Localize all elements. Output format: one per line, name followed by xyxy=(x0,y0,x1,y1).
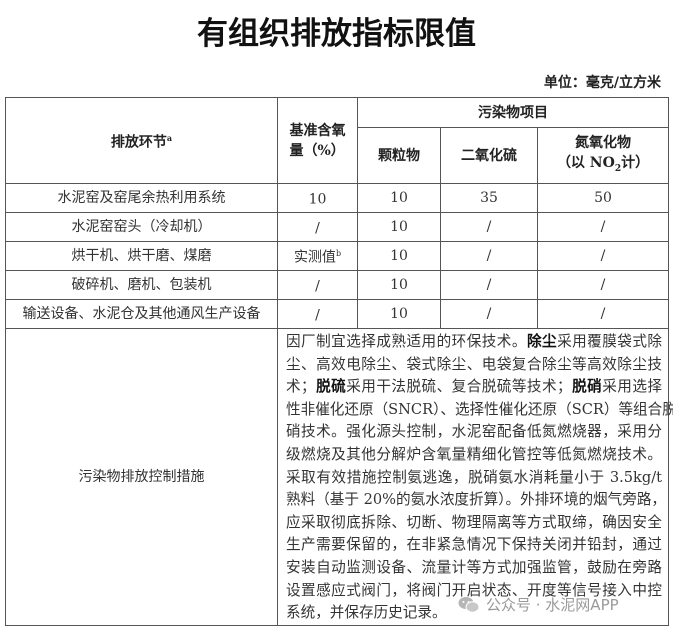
measures-line: 性非催化还原（SNCR）、选择性催化还原（SCR）等组合脱 xyxy=(286,399,673,422)
cell-oxygen: 实测值b xyxy=(277,241,358,271)
text-segment: 生产需要保留的，在非紧急情况下保持关闭并铅封，通过 xyxy=(286,536,663,554)
measures-line: 因厂制宜选择成熟适用的环保技术。除尘采用覆膜袋式除 xyxy=(286,331,662,354)
text-segment: 采用覆膜袋式除 xyxy=(557,333,663,350)
table-row: 破碎机、磨机、包装机 / 10 / / xyxy=(5,270,670,300)
cell-pm: 10 xyxy=(357,299,441,329)
cell-pm: 10 xyxy=(357,212,441,242)
measures-line: 生产需要保留的，在非紧急情况下保持关闭并铅封，通过 xyxy=(286,534,662,557)
measures-line: 安装自动监测设备、流量计等方式加强监管，鼓励在旁路 xyxy=(286,557,662,580)
measures-line: 设置感应式阀门，将阀门开启状态、开度等信号接入中控 xyxy=(286,580,662,603)
watermark-text: 公众号 · 水泥网APP xyxy=(486,596,619,614)
text-segment: 系统，并保存历史记录。 xyxy=(286,604,447,622)
measures-line: 尘、高效电除尘、袋式除尘、电袋复合除尘等高效除尘技 xyxy=(286,354,662,377)
bold-term: 脱硝 xyxy=(571,378,603,396)
document-title: 有组织排放指标限值 xyxy=(197,16,476,52)
table-row: 输送设备、水泥仓及其他通风生产设备 / 10 / / xyxy=(5,299,670,329)
header-so2: 二氧化硫 xyxy=(440,127,538,184)
cell-pm: 10 xyxy=(357,183,441,213)
text-segment: 采用选择 xyxy=(602,378,662,396)
cell-so2: 35 xyxy=(440,183,538,213)
emission-limits-table: 排放环节a 基准含氧量（%） 污染物项目 颗粒物 二氧化硫 氮氧化物 （以 NO2… xyxy=(5,97,673,626)
cell-so2: / xyxy=(440,299,538,329)
text-segment: 术； xyxy=(286,378,316,396)
measures-text: 因厂制宜选择成熟适用的环保技术。除尘采用覆膜袋式除 尘、高效电除尘、袋式除尘、电袋… xyxy=(276,328,673,626)
measures-line: 熟料（基于 20%的氨水浓度折算）。外排环境的烟气旁路， xyxy=(286,489,666,512)
header-pollutants: 污染物项目 xyxy=(356,97,670,128)
text-segment: 应采取彻底拆除、切断、物理隔离等方式取缔，确因安全 xyxy=(286,513,663,531)
table-row: 水泥窑窑头（冷却机） / 10 / / xyxy=(5,212,670,242)
cell-pm: 10 xyxy=(357,241,441,271)
text-segment: 设置感应式阀门，将阀门开启状态、开度等信号接入中控 xyxy=(286,581,663,599)
text-segment: 硝技术。强化源头控制，水泥窑配备低氮燃烧器，采用分 xyxy=(286,423,663,441)
text-segment: 采取有效措施控制氨逃逸，脱硝氨水消耗量小于 3.5kg/t xyxy=(286,468,663,486)
wechat-icon xyxy=(458,596,480,613)
cell-stage: 烘干机、烘干磨、煤磨 xyxy=(5,241,278,271)
measures-line: 应采取彻底拆除、切断、物理隔离等方式取缔，确因安全 xyxy=(286,512,662,535)
cell-so2: / xyxy=(440,212,538,242)
measures-line: 采取有效措施控制氨逃逸，脱硝氨水消耗量小于 3.5kg/t xyxy=(286,467,662,490)
header-stage: 排放环节a xyxy=(5,97,278,184)
cell-oxygen: / xyxy=(277,270,358,300)
cell-nox: / xyxy=(536,212,670,242)
text-segment: 尘、高效电除尘、袋式除尘、电袋复合除尘等高效除尘技 xyxy=(286,355,663,373)
cell-nox: / xyxy=(536,241,670,271)
cell-nox: / xyxy=(536,270,670,300)
cell-stage: 水泥窑及窑尾余热利用系统 xyxy=(5,183,278,213)
text-segment: 级燃烧及其他分解炉含氧量精细化管控等低氮燃烧技术。 xyxy=(286,445,663,463)
measures-line: 术；脱硫采用干法脱硫、复合脱硫等技术；脱硝采用选择 xyxy=(286,376,662,399)
cell-stage: 破碎机、磨机、包装机 xyxy=(5,270,278,300)
cell-so2: / xyxy=(440,241,538,271)
table-row: 水泥窑及窑尾余热利用系统 10 10 35 50 xyxy=(5,183,670,213)
cell-nox: / xyxy=(536,299,670,329)
text-segment: 因厂制宜选择成熟适用的环保技术。 xyxy=(286,333,527,350)
measures-line: 系统，并保存历史记录。 xyxy=(286,602,662,625)
measures-line: 硝技术。强化源头控制，水泥窑配备低氮燃烧器，采用分 xyxy=(286,421,662,444)
cell-so2: / xyxy=(440,270,538,300)
cell-oxygen: / xyxy=(277,299,358,329)
cell-oxygen: 10 xyxy=(277,183,358,213)
cell-stage: 输送设备、水泥仓及其他通风生产设备 xyxy=(5,299,278,329)
text-segment: 性非催化还原（SNCR）、选择性催化还原（SCR）等组合脱 xyxy=(286,400,673,418)
header-oxygen: 基准含氧量（%） xyxy=(277,97,358,184)
measures-label: 污染物排放控制措施 xyxy=(5,328,278,626)
header-nox: 氮氧化物 （以 NO2计） xyxy=(536,127,670,184)
text-segment: 采用干法脱硫、复合脱硫等技术； xyxy=(346,378,572,396)
watermark: 公众号 · 水泥网APP xyxy=(458,594,619,615)
cell-pm: 10 xyxy=(357,270,441,300)
text-segment: 熟料（基于 20%的氨水浓度折算）。外排环境的烟气旁路， xyxy=(286,491,667,509)
measures-line: 级燃烧及其他分解炉含氧量精细化管控等低氮燃烧技术。 xyxy=(286,444,662,467)
cell-oxygen: / xyxy=(277,212,358,242)
unit-label: 单位：毫克/立方米 xyxy=(543,75,661,91)
text-segment: 安装自动监测设备、流量计等方式加强监管，鼓励在旁路 xyxy=(286,558,663,576)
cell-nox: 50 xyxy=(536,183,670,213)
bold-term: 脱硫 xyxy=(315,378,347,396)
table-row: 烘干机、烘干磨、煤磨 实测值b 10 / / xyxy=(5,241,670,271)
cell-stage: 水泥窑窑头（冷却机） xyxy=(5,212,278,242)
header-pm: 颗粒物 xyxy=(357,127,441,184)
bold-term: 除尘 xyxy=(526,333,558,350)
